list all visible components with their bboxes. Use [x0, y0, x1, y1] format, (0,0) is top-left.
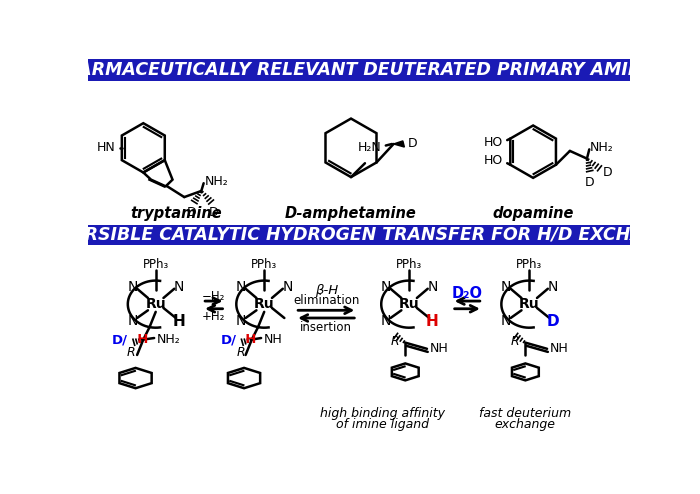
Text: N: N	[236, 280, 246, 294]
Text: N: N	[547, 280, 558, 294]
Text: D/: D/	[112, 333, 128, 346]
Text: NH₂: NH₂	[590, 141, 614, 154]
Text: PHARMACEUTICALLY RELEVANT DEUTERATED PRIMARY AMINES: PHARMACEUTICALLY RELEVANT DEUTERATED PRI…	[51, 61, 666, 79]
Text: Ru: Ru	[254, 297, 274, 311]
Polygon shape	[393, 141, 405, 147]
Text: R: R	[237, 346, 245, 359]
Text: Ru: Ru	[519, 297, 540, 311]
Text: N: N	[381, 280, 391, 294]
Text: N: N	[236, 314, 246, 328]
Text: PPh₃: PPh₃	[251, 257, 277, 271]
Text: D: D	[209, 206, 218, 219]
Text: N: N	[127, 280, 138, 294]
Text: fast deuterium: fast deuterium	[480, 407, 571, 420]
Text: of imine ligand: of imine ligand	[335, 418, 428, 431]
Text: N: N	[282, 280, 293, 294]
Text: D₂O: D₂O	[452, 286, 483, 301]
Text: R: R	[391, 334, 399, 348]
Text: R: R	[510, 334, 519, 348]
Text: −H₂: −H₂	[202, 290, 225, 303]
Text: H: H	[426, 314, 439, 329]
Text: D: D	[546, 314, 559, 329]
Text: N: N	[381, 314, 391, 328]
Text: H: H	[237, 333, 257, 346]
Text: PPh₃: PPh₃	[516, 257, 542, 271]
Text: D: D	[407, 137, 417, 151]
Text: high binding affinity: high binding affinity	[319, 407, 444, 420]
FancyBboxPatch shape	[88, 225, 630, 245]
Text: H₂N: H₂N	[358, 141, 382, 154]
Text: dopamine: dopamine	[492, 206, 574, 221]
Text: HN: HN	[97, 141, 116, 154]
Text: REVERSIBLE CATALYTIC HYDROGEN TRANSFER FOR H/D EXCHANGE: REVERSIBLE CATALYTIC HYDROGEN TRANSFER F…	[34, 226, 684, 244]
Text: Ru: Ru	[146, 297, 166, 311]
Text: N: N	[427, 280, 438, 294]
Text: NH₂: NH₂	[204, 175, 228, 188]
Text: PPh₃: PPh₃	[396, 257, 422, 271]
Text: HO: HO	[483, 155, 503, 167]
Text: NH: NH	[264, 333, 283, 346]
Text: Ru: Ru	[399, 297, 419, 311]
FancyBboxPatch shape	[88, 59, 630, 81]
Text: β-H: β-H	[314, 284, 338, 297]
Text: R: R	[127, 346, 135, 359]
Text: N: N	[500, 314, 511, 328]
Text: PPh₃: PPh₃	[143, 257, 169, 271]
Text: D: D	[585, 175, 595, 189]
Text: NH: NH	[430, 342, 449, 355]
Text: H: H	[128, 333, 148, 346]
Text: D-amphetamine: D-amphetamine	[285, 206, 417, 221]
Text: HO: HO	[483, 136, 503, 149]
Text: NH₂: NH₂	[158, 333, 181, 346]
Text: elimination: elimination	[293, 294, 359, 307]
Text: H: H	[173, 314, 186, 329]
Text: D: D	[187, 206, 197, 219]
Text: NH: NH	[550, 342, 569, 355]
Text: exchange: exchange	[495, 418, 556, 431]
Text: +H₂: +H₂	[202, 310, 225, 323]
Text: D: D	[603, 166, 612, 179]
Text: N: N	[174, 280, 184, 294]
Text: tryptamine: tryptamine	[131, 206, 223, 221]
Text: D/: D/	[220, 333, 237, 346]
Text: N: N	[127, 314, 138, 328]
Text: insertion: insertion	[300, 321, 352, 334]
Text: N: N	[500, 280, 511, 294]
